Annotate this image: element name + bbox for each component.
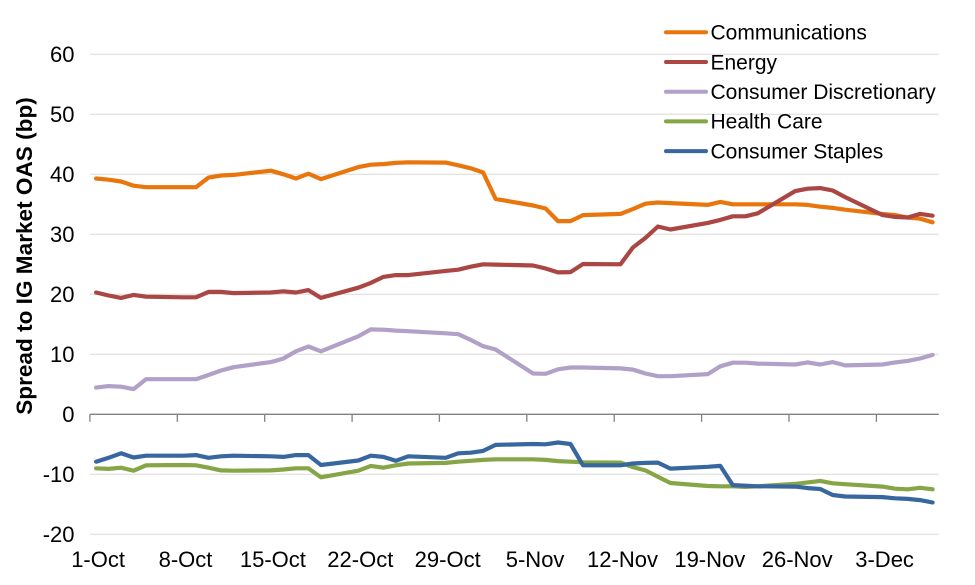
svg-text:Spread to IG Market OAS (bp): Spread to IG Market OAS (bp)	[12, 97, 37, 415]
svg-text:19-Nov: 19-Nov	[674, 547, 745, 572]
svg-text:Energy: Energy	[711, 51, 778, 74]
svg-text:Consumer Discretionary: Consumer Discretionary	[711, 81, 937, 104]
svg-text:1-Oct: 1-Oct	[71, 547, 125, 572]
svg-text:-20: -20	[43, 522, 75, 547]
svg-text:0: 0	[62, 402, 74, 427]
svg-text:15-Oct: 15-Oct	[240, 547, 306, 572]
svg-text:50: 50	[50, 102, 74, 127]
svg-text:22-Oct: 22-Oct	[327, 547, 393, 572]
svg-text:12-Nov: 12-Nov	[587, 547, 658, 572]
svg-text:26-Nov: 26-Nov	[762, 547, 833, 572]
svg-text:-10: -10	[43, 462, 75, 487]
svg-text:30: 30	[50, 222, 74, 247]
svg-text:Health Care: Health Care	[711, 111, 823, 134]
svg-text:3-Dec: 3-Dec	[855, 547, 914, 572]
svg-text:Consumer Staples: Consumer Staples	[711, 140, 884, 163]
svg-text:29-Oct: 29-Oct	[415, 547, 481, 572]
svg-text:10: 10	[50, 342, 74, 367]
svg-text:8-Oct: 8-Oct	[159, 547, 213, 572]
svg-text:Communications: Communications	[711, 22, 867, 45]
svg-text:40: 40	[50, 162, 74, 187]
svg-text:60: 60	[50, 42, 74, 67]
svg-text:20: 20	[50, 282, 74, 307]
svg-text:5-Nov: 5-Nov	[506, 547, 565, 572]
